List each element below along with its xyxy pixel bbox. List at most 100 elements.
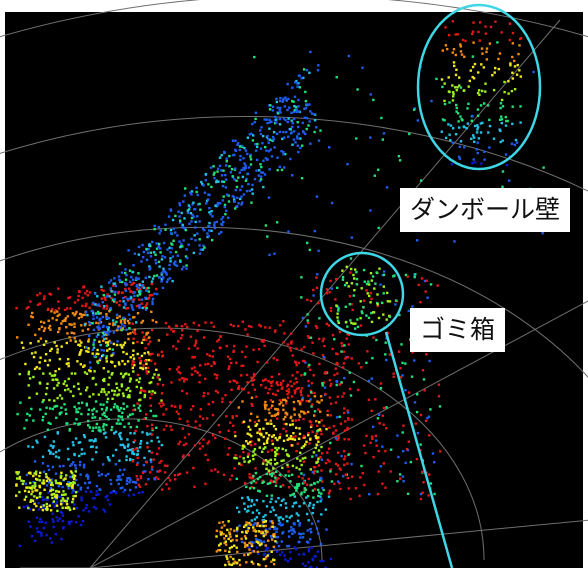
point — [109, 288, 112, 291]
point — [37, 508, 41, 511]
point — [477, 30, 480, 34]
point — [369, 93, 372, 96]
point — [127, 386, 130, 390]
point — [86, 314, 89, 317]
point — [511, 42, 514, 45]
point — [279, 516, 282, 519]
point — [209, 213, 212, 216]
point — [242, 444, 245, 447]
point — [214, 436, 217, 440]
point — [185, 248, 188, 251]
point — [218, 164, 222, 168]
point — [246, 381, 249, 384]
point — [290, 385, 293, 388]
point — [194, 426, 197, 429]
point — [242, 193, 246, 196]
point — [322, 356, 325, 359]
point — [277, 544, 281, 548]
point — [254, 442, 257, 446]
point — [177, 412, 180, 416]
point — [111, 348, 114, 351]
point — [304, 443, 307, 446]
point — [431, 452, 435, 455]
point — [317, 494, 320, 498]
point — [124, 303, 127, 306]
point — [240, 185, 244, 188]
point — [220, 154, 223, 157]
point — [281, 551, 284, 554]
point — [357, 388, 360, 392]
point — [137, 286, 141, 290]
point — [124, 271, 127, 275]
point — [317, 532, 320, 535]
point — [325, 371, 328, 374]
point — [299, 451, 302, 454]
point — [376, 293, 379, 296]
point — [211, 434, 215, 437]
point — [178, 240, 181, 243]
point — [355, 271, 358, 274]
point — [85, 289, 89, 293]
point — [118, 409, 121, 412]
point — [250, 485, 254, 489]
point — [232, 424, 235, 427]
point — [315, 126, 318, 129]
point — [329, 384, 332, 387]
point — [239, 154, 242, 158]
point — [247, 461, 250, 464]
point — [179, 245, 182, 249]
point — [251, 122, 254, 126]
point — [38, 492, 42, 495]
point — [45, 475, 48, 479]
point — [243, 553, 246, 557]
point — [274, 514, 278, 517]
point — [43, 498, 47, 501]
point — [313, 555, 316, 558]
point — [136, 352, 139, 356]
point — [215, 535, 218, 538]
point — [338, 467, 341, 470]
point — [52, 440, 55, 443]
point — [118, 389, 121, 392]
point — [281, 100, 284, 103]
point — [311, 558, 315, 562]
point — [68, 323, 71, 326]
point — [359, 476, 362, 479]
point — [290, 514, 293, 518]
point — [319, 479, 322, 482]
point — [400, 343, 403, 346]
point — [290, 415, 293, 418]
point — [148, 390, 151, 393]
point — [31, 499, 35, 502]
point — [407, 440, 410, 443]
point — [56, 310, 59, 313]
point — [184, 228, 188, 232]
point — [207, 224, 210, 228]
point — [325, 288, 329, 291]
point — [207, 193, 210, 196]
point — [61, 514, 65, 517]
point — [345, 355, 348, 359]
point — [97, 312, 100, 315]
point — [50, 347, 53, 351]
point — [264, 544, 267, 547]
point — [356, 88, 359, 91]
point — [141, 243, 144, 247]
point — [73, 332, 76, 335]
point — [81, 313, 85, 317]
point — [324, 392, 327, 396]
point — [479, 104, 483, 107]
point — [21, 482, 24, 486]
point — [492, 88, 496, 92]
point — [170, 428, 173, 431]
point — [34, 489, 37, 492]
point — [79, 460, 82, 464]
point — [315, 454, 318, 457]
point — [200, 180, 203, 184]
point — [263, 442, 266, 445]
point — [67, 362, 70, 365]
point — [82, 509, 85, 512]
point — [35, 477, 38, 481]
point — [115, 343, 119, 347]
point — [139, 446, 142, 449]
